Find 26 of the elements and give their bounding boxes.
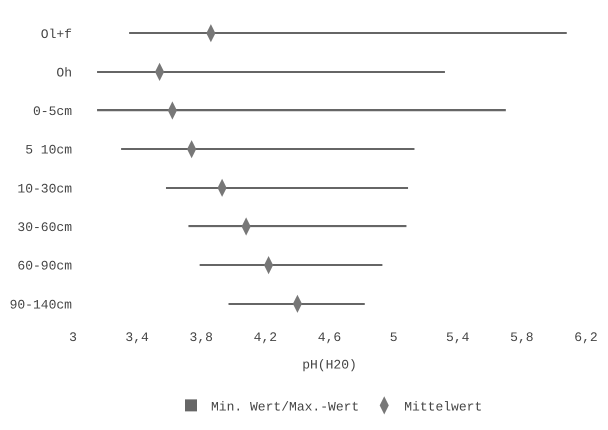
bar	[166, 187, 408, 189]
x-tick-label: 3,8	[190, 330, 213, 345]
y-tick-label: 5 10cm	[25, 142, 72, 158]
x-tick-label: 6,2	[574, 330, 598, 345]
x-tick-label: 4,6	[318, 330, 342, 345]
bar	[228, 303, 365, 305]
x-axis-title: pH(H20)	[302, 358, 357, 373]
x-tick-label: 5,4	[446, 330, 470, 345]
y-tick-label: 30-60cm	[17, 220, 72, 236]
y-tick-label: Oh	[56, 65, 72, 80]
legend-label: Min. Wert/Max.-Wert	[211, 399, 360, 414]
x-tick-label: 5	[390, 330, 398, 345]
bar	[129, 32, 567, 34]
bar	[97, 71, 445, 73]
x-tick-label: 5,8	[510, 330, 534, 345]
y-tick-label: 90-140cm	[10, 297, 72, 312]
bar	[121, 148, 414, 150]
bar	[200, 264, 382, 266]
y-tick-label: 0-5cm	[32, 104, 72, 120]
legend-label: Mittelwert	[404, 399, 482, 414]
y-tick-label: 60-90cm	[17, 258, 72, 274]
y-tick-label: 10-30cm	[17, 181, 72, 196]
x-tick-label: 3,4	[125, 330, 150, 345]
x-tick-label: 3	[69, 330, 77, 345]
x-tick-label: 4,2	[254, 330, 278, 345]
y-tick-label: Ol+f	[40, 26, 72, 42]
